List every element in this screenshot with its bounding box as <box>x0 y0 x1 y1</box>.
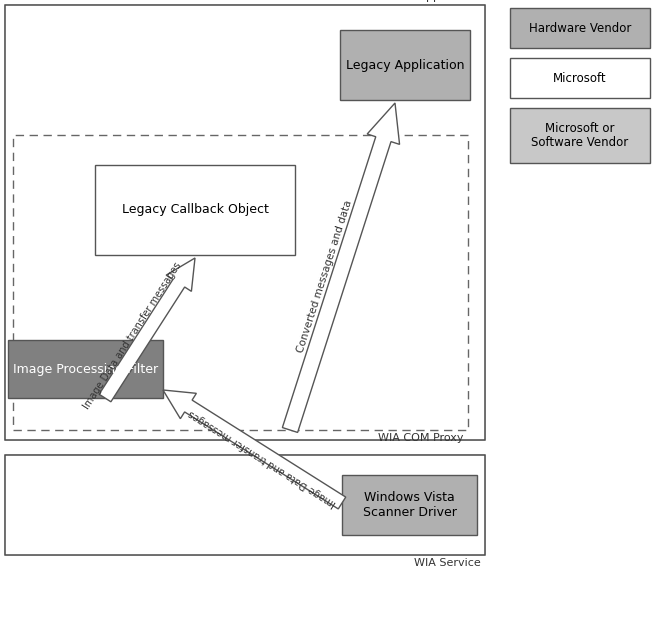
FancyArrow shape <box>99 258 195 402</box>
Text: Windows Vista
Scanner Driver: Windows Vista Scanner Driver <box>363 491 457 519</box>
Bar <box>13 135 468 430</box>
Text: WIA COM Proxy: WIA COM Proxy <box>378 433 464 443</box>
Text: Converted messages and data: Converted messages and data <box>295 199 353 354</box>
FancyArrow shape <box>282 103 399 432</box>
Text: Microsoft or
Software Vendor: Microsoft or Software Vendor <box>532 122 628 150</box>
Text: Image Processing Filter: Image Processing Filter <box>13 363 158 375</box>
Bar <box>342 475 477 535</box>
Text: Microsoft: Microsoft <box>553 72 607 84</box>
Text: Image Data and transfer messages: Image Data and transfer messages <box>81 261 183 411</box>
Bar <box>510 108 650 163</box>
Bar <box>340 30 470 100</box>
Bar <box>510 58 650 98</box>
Bar <box>8 340 163 398</box>
Text: WIA Service: WIA Service <box>415 558 481 568</box>
FancyArrow shape <box>163 390 345 509</box>
Bar <box>95 165 295 255</box>
Text: Image Data and transfer messages: Image Data and transfer messages <box>187 408 338 508</box>
Text: Legacy Application: Legacy Application <box>345 58 465 72</box>
Text: Hardware Vendor: Hardware Vendor <box>529 22 631 34</box>
Text: Legacy Callback Object: Legacy Callback Object <box>122 204 268 216</box>
Text: WIA Application: WIA Application <box>393 0 481 2</box>
Bar <box>510 8 650 48</box>
